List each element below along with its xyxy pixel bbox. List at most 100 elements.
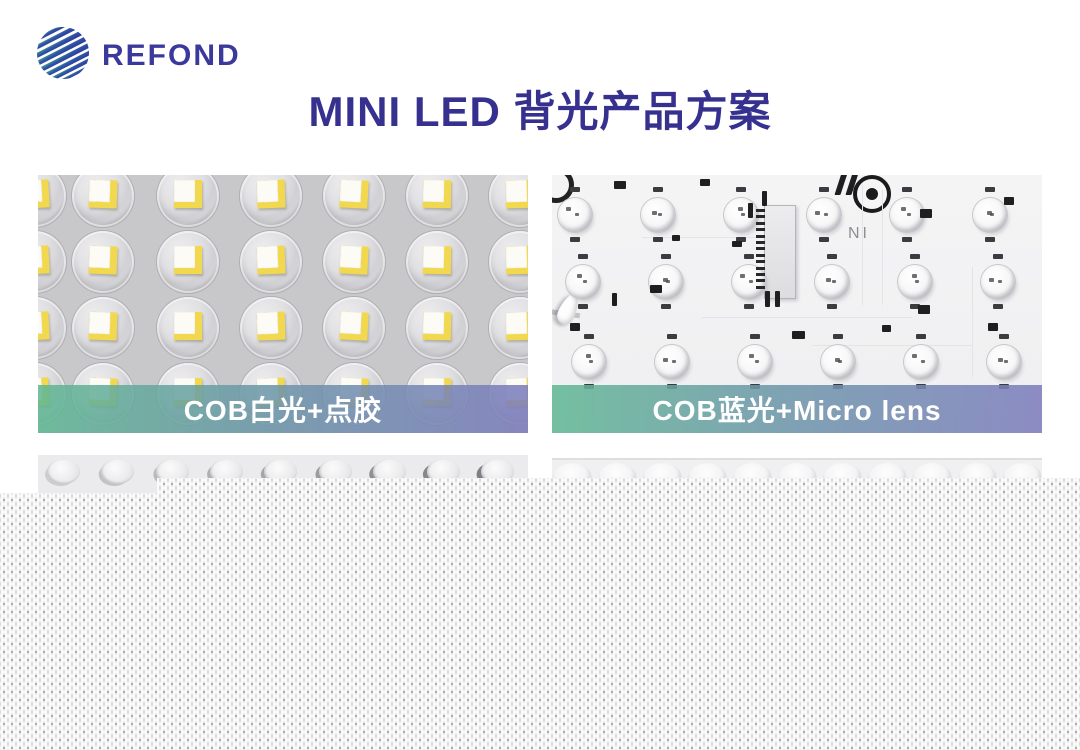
connector-pin [756,234,765,238]
smd-component [765,291,770,307]
led-die [589,360,593,363]
solder-pad [653,187,663,192]
mini-led [815,265,849,299]
solder-pad [985,237,995,242]
solder-pad [902,237,912,242]
led-chip-core [422,311,445,335]
mini-led [821,345,855,379]
led-die [749,354,754,358]
led-die [672,360,676,363]
mini-led [904,345,938,379]
pcb-image: NI [552,175,1042,433]
led-chip [88,179,118,209]
led-chip-core [174,180,195,202]
dome-lens [72,231,134,293]
dome-lens [72,175,134,227]
led-die [749,280,753,283]
led-chip [505,245,528,275]
led-die [998,280,1002,283]
led-die [658,213,662,216]
pcb-trace [702,317,912,318]
led-die [989,278,994,282]
smd-component [988,323,998,331]
solder-pad [736,237,746,242]
mini-led [558,198,592,232]
solder-pad [570,237,580,242]
solder-pad [750,334,760,339]
dome-lens [157,297,219,359]
solder-pad [578,254,588,259]
led-chip-core [505,245,528,269]
smd-component [918,305,930,314]
solder-pad [985,187,995,192]
smd-component [700,179,710,186]
connector-pin [756,215,765,219]
led-chip [422,311,452,341]
led-die [826,278,831,282]
mini-led [649,265,683,299]
led-die [583,280,587,283]
led-chip [88,245,118,275]
brand-name: REFOND [102,38,241,72]
connector-pin [756,266,765,270]
led-die [912,274,917,278]
led-die [652,211,657,215]
led-chip [505,179,528,209]
led-chip [339,311,369,341]
dome-lens-small [101,459,135,484]
smd-component [612,293,617,306]
smd-component [672,235,680,241]
caption-cob-white: COB白光+点胶 [38,385,528,433]
dome-lens [157,175,219,227]
smd-component [920,209,932,218]
dome-lens [38,231,66,293]
led-chip [38,311,50,341]
led-die [901,207,906,211]
smd-component [775,291,780,307]
solder-pad [993,304,1003,309]
mini-led [981,265,1015,299]
led-die [990,213,994,216]
led-chip-core [88,311,111,335]
led-die [755,360,759,363]
led-chip-core [505,311,528,335]
connector-pin [756,279,765,283]
solder-pad [584,334,594,339]
smd-component [650,285,662,293]
led-die [838,360,842,363]
led-chip [505,311,528,341]
smd-component [1004,197,1014,205]
fiducial-dot [866,188,878,200]
dome-lens [72,297,134,359]
pcb-trace [812,345,972,346]
product-photo-cob-blue: NI COB蓝光+Micro lens [552,175,1042,433]
solder-pad [827,304,837,309]
mini-led [566,265,600,299]
led-die [912,354,917,358]
led-die [987,211,992,215]
pcb-trace [642,237,762,238]
solder-pad [661,304,671,309]
dome-lens [489,175,528,227]
led-die [577,274,582,278]
connector-pin [756,253,765,257]
solder-pad [744,304,754,309]
dome-lens [38,175,66,227]
mini-led [572,345,606,379]
dome-lens [406,175,468,227]
connector-pin [756,285,765,289]
smd-component [614,181,626,189]
smd-component [570,323,580,331]
solder-pad [910,304,920,309]
led-chip-core [88,245,111,269]
silkscreen-label: NI [848,225,870,242]
led-chip [256,311,286,341]
led-chip [174,246,202,274]
solder-pad [744,254,754,259]
led-chip-core [256,311,279,335]
led-chip [422,179,452,209]
led-chip [339,179,369,209]
mini-led [890,198,924,232]
fiducial-mark [853,175,891,213]
dome-lens-small [47,459,80,484]
